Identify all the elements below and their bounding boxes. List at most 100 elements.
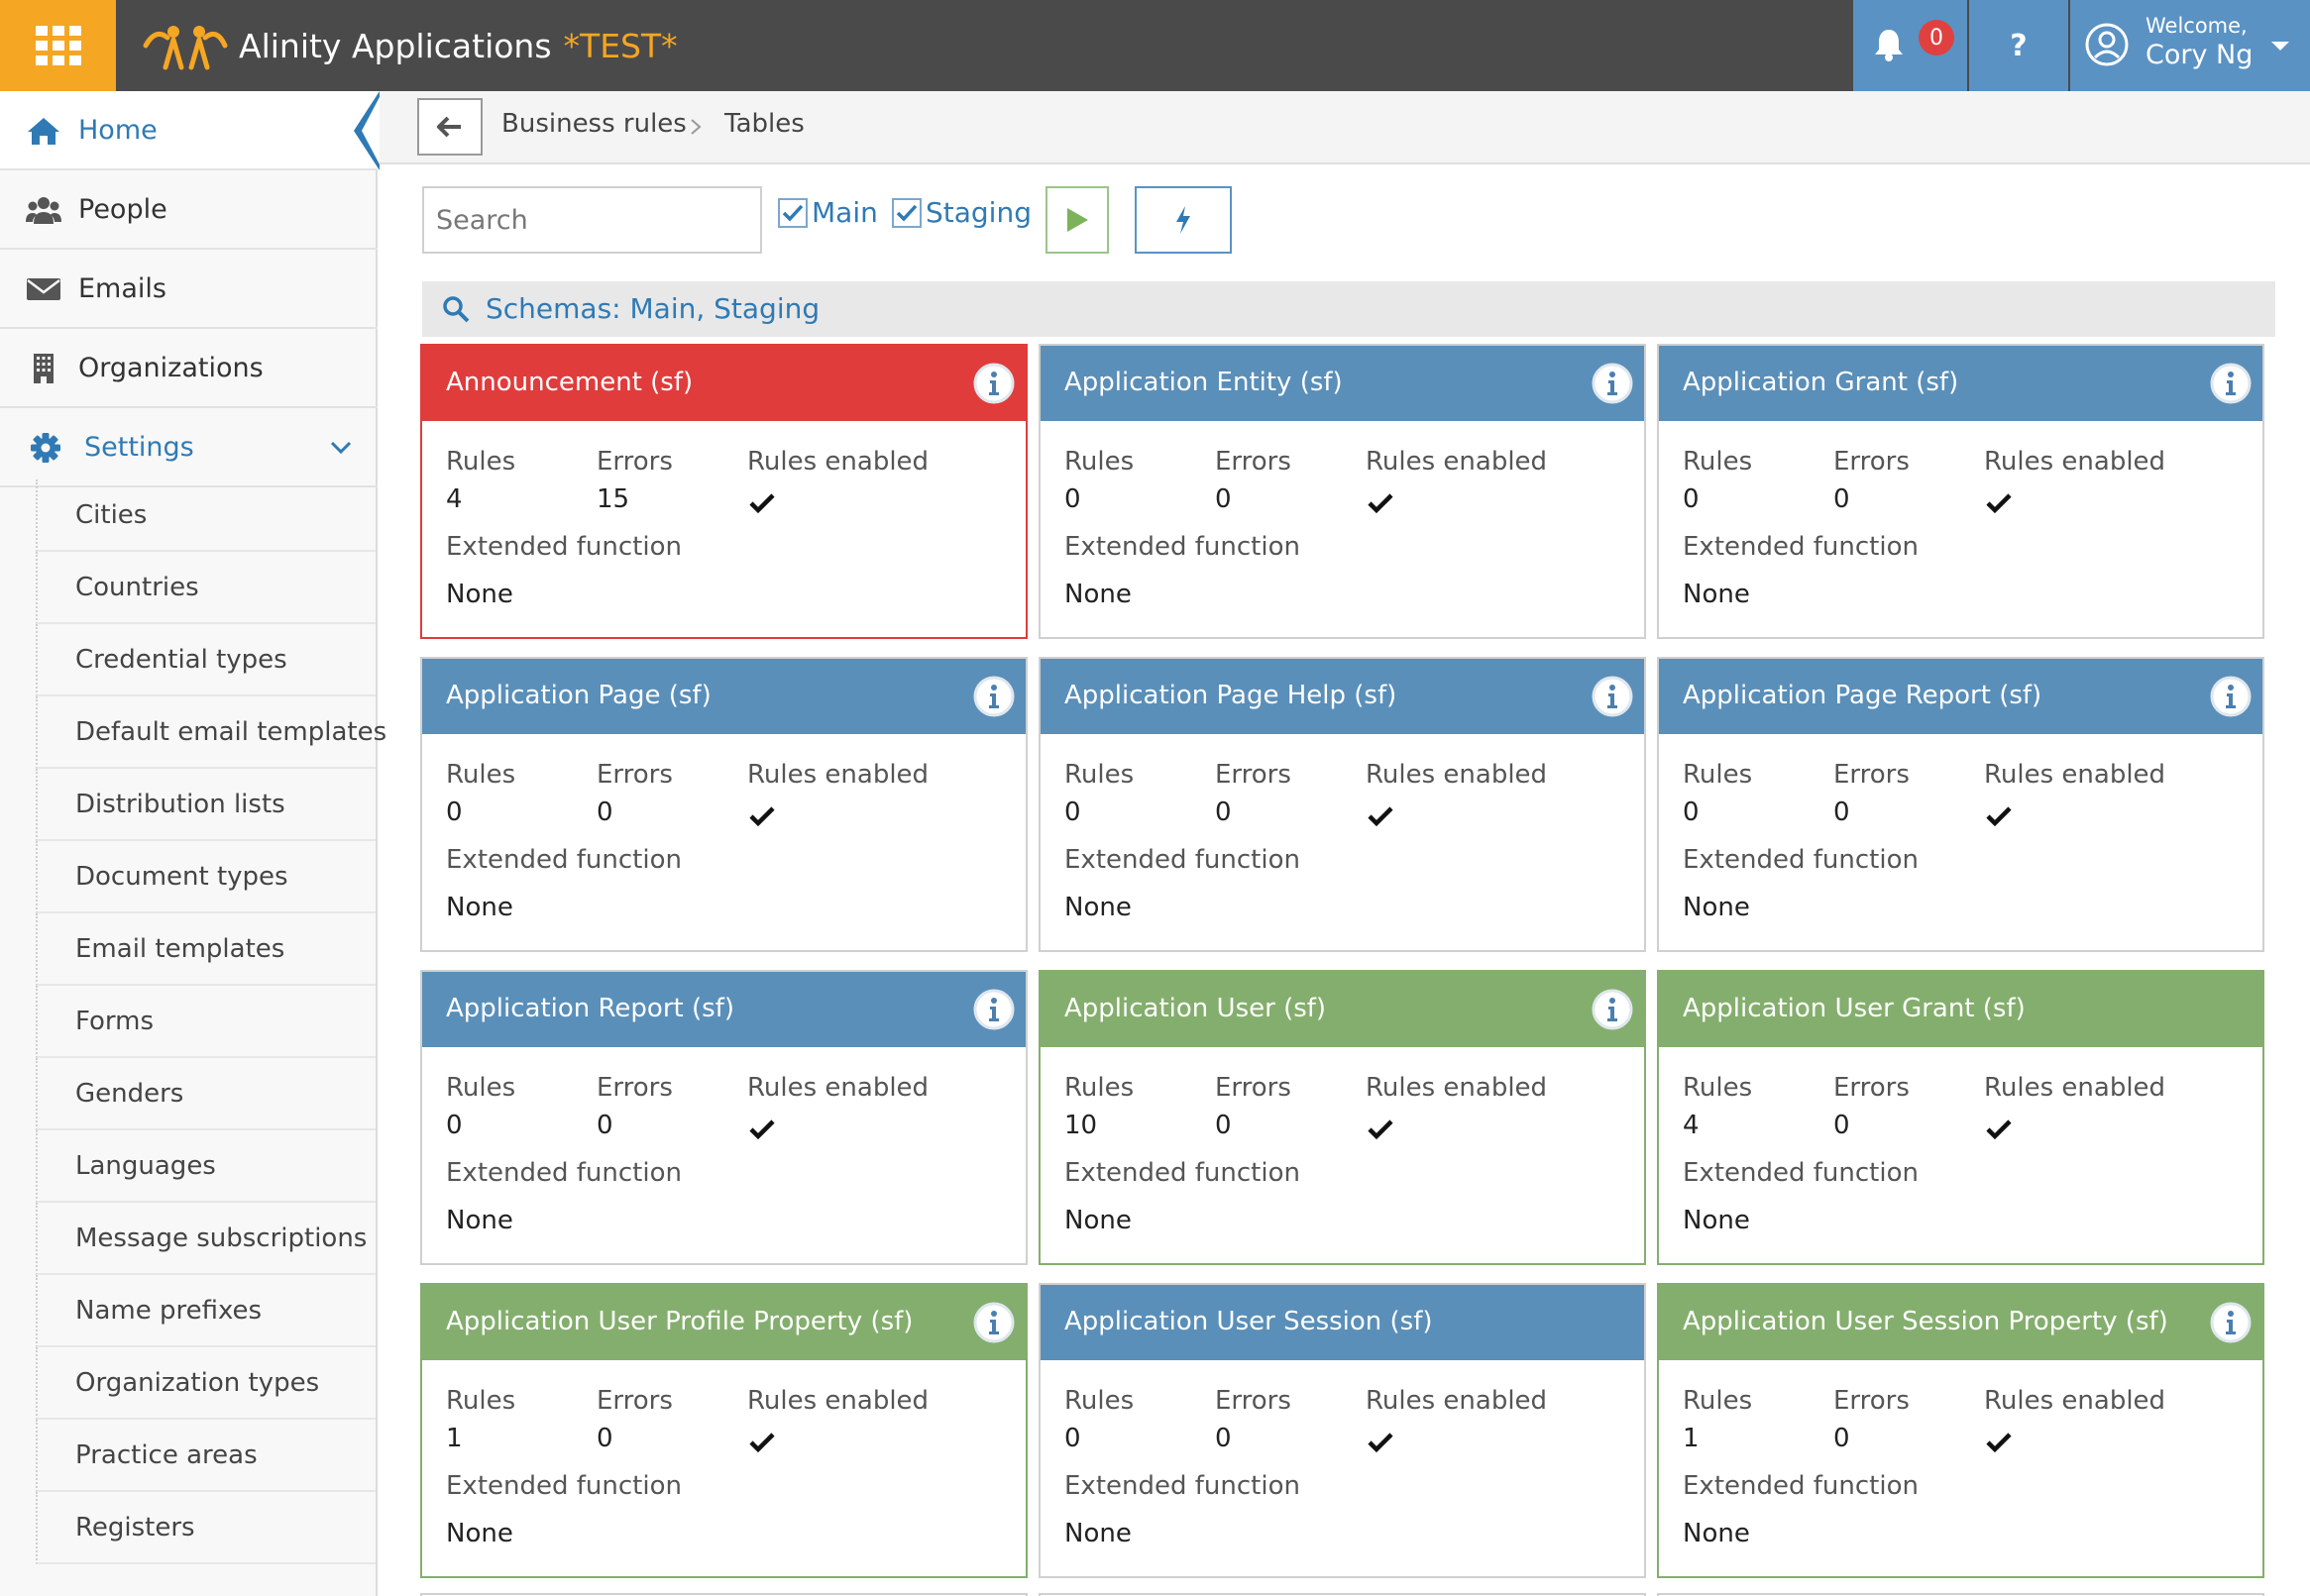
execute-button[interactable] [1135, 186, 1232, 254]
table-card[interactable]: Application Page (sf) Rules Errors Rules en… [420, 657, 1028, 952]
staging-checkbox[interactable] [892, 198, 922, 228]
extended-function-label: Extended function [1064, 532, 1300, 562]
table-card[interactable]: Application Page Help (sf) Rules Errors Rul… [1039, 657, 1646, 952]
settings-item-registers[interactable]: Registers [36, 1492, 376, 1564]
building-icon [34, 354, 54, 383]
table-card[interactable]: Application User Profile Property (sf) Ru… [420, 1283, 1028, 1578]
errors-label: Errors [597, 1386, 673, 1416]
rules-label: Rules [446, 760, 516, 790]
info-icon[interactable] [972, 675, 1016, 718]
errors-label: Errors [1215, 447, 1291, 477]
app-launcher-button[interactable] [0, 0, 116, 91]
settings-item-email-templates[interactable]: Email templates [36, 913, 376, 986]
table-card[interactable]: Application Report (sf) Rules Errors Rules … [420, 970, 1028, 1265]
sidebar: Home People Emails Organizations [0, 91, 386, 1596]
brand[interactable]: Alinity Applications *TEST* [142, 20, 678, 71]
rules-enabled-label: Rules enabled [747, 1073, 930, 1103]
errors-count: 0 [1215, 484, 1232, 514]
info-icon[interactable] [2209, 675, 2253, 718]
sidebar-item-organizations[interactable]: Organizations [0, 329, 378, 408]
rules-label: Rules [1683, 760, 1753, 790]
settings-item-countries[interactable]: Countries [36, 552, 376, 624]
sidebar-item-label: Emails [78, 272, 166, 304]
search-input[interactable] [422, 186, 762, 254]
info-icon[interactable] [2209, 1301, 2253, 1344]
rules-enabled-label: Rules enabled [1984, 1386, 2166, 1416]
table-card[interactable]: Application Grant (sf) Rules Errors Rules e… [1657, 344, 2264, 639]
table-card[interactable]: Application User Session Property (sf) Ru… [1657, 1283, 2264, 1578]
main-checkbox-label[interactable]: Main [812, 196, 878, 229]
help-button[interactable]: ? [1969, 0, 2068, 91]
main-checkbox[interactable] [778, 198, 808, 228]
staging-checkbox-label[interactable]: Staging [926, 196, 1032, 229]
table-card[interactable]: Application User Grant (sf) Rules Errors Ru… [1657, 970, 2264, 1265]
sidebar-item-home[interactable]: Home [0, 91, 380, 170]
errors-count: 0 [1215, 798, 1232, 827]
settings-item-default-email-templates[interactable]: Default email templates [36, 696, 386, 769]
info-icon[interactable] [1591, 675, 1634, 718]
search-icon [443, 296, 470, 323]
table-card[interactable] [1657, 1593, 2264, 1596]
sidebar-item-people[interactable]: People [0, 170, 378, 250]
settings-item-practice-areas[interactable]: Practice areas [36, 1420, 376, 1492]
back-button[interactable] [417, 98, 483, 156]
settings-item-credential-types[interactable]: Credential types [36, 624, 376, 696]
info-icon[interactable] [972, 1301, 1016, 1344]
checkmark-icon [782, 204, 804, 222]
rules-label: Rules [1683, 1386, 1753, 1416]
table-card[interactable]: Announcement (sf) Rules Errors Rules enable… [420, 344, 1028, 639]
extended-function-value: None [1064, 1519, 1132, 1548]
extended-function-value: None [1683, 1206, 1750, 1235]
settings-item-languages[interactable]: Languages [36, 1130, 376, 1203]
checkmark-icon [1986, 1119, 2012, 1140]
sidebar-item-label: Home [78, 114, 158, 146]
table-card[interactable]: Application Page Report (sf) Rules Errors R… [1657, 657, 2264, 952]
lightning-bolt-icon [1176, 206, 1190, 234]
env-tag: *TEST* [563, 26, 678, 65]
extended-function-label: Extended function [1683, 532, 1919, 562]
table-card[interactable]: Application User (sf) Rules Errors Rules en… [1039, 970, 1646, 1265]
settings-item-message-subscriptions[interactable]: Message subscriptions [36, 1203, 376, 1275]
table-card[interactable] [1039, 1593, 1646, 1596]
errors-count: 0 [597, 1424, 613, 1453]
checkmark-icon [1368, 806, 1393, 827]
settings-item-forms[interactable]: Forms [36, 986, 376, 1058]
rules-label: Rules [446, 1386, 516, 1416]
extended-function-value: None [1064, 580, 1132, 609]
card-header: Application Page (sf) [422, 659, 1026, 734]
sidebar-item-emails[interactable]: Emails [0, 250, 378, 329]
notifications-button[interactable]: 0 [1853, 0, 1967, 91]
settings-item-cities[interactable]: Cities [36, 479, 376, 552]
settings-item-distribution-lists[interactable]: Distribution lists [36, 769, 376, 841]
card-title: Application User Grant (sf) [1683, 994, 2026, 1023]
table-card[interactable] [420, 1593, 1028, 1596]
user-menu[interactable]: Welcome, Cory Ng [2070, 0, 2310, 91]
filter-text: Schemas: Main, Staging [486, 292, 821, 325]
checkmark-icon [1986, 1433, 2012, 1453]
checkmark-icon [749, 493, 775, 514]
info-icon[interactable] [972, 362, 1016, 405]
extended-function-label: Extended function [1064, 1471, 1300, 1501]
settings-item-genders[interactable]: Genders [36, 1058, 376, 1130]
errors-label: Errors [1833, 447, 1910, 477]
table-card[interactable]: Application User Session (sf) Rules Errors… [1039, 1283, 1646, 1578]
sidebar-item-settings[interactable]: Settings [0, 408, 378, 487]
errors-count: 0 [1833, 1111, 1850, 1140]
breadcrumb-business-rules[interactable]: Business rules [501, 109, 687, 139]
table-card[interactable]: Application Entity (sf) Rules Errors Rules … [1039, 344, 1646, 639]
info-icon[interactable] [1591, 988, 1634, 1031]
sidebar-item-label: Settings [84, 431, 194, 463]
filter-summary[interactable]: Schemas: Main, Staging [422, 281, 2275, 337]
extended-function-label: Extended function [1064, 1158, 1300, 1188]
settings-item-name-prefixes[interactable]: Name prefixes [36, 1275, 376, 1347]
run-button[interactable] [1045, 186, 1109, 254]
settings-item-document-types[interactable]: Document types [36, 841, 376, 913]
rules-count: 0 [1683, 484, 1700, 514]
extended-function-value: None [1683, 580, 1750, 609]
settings-item-organization-types[interactable]: Organization types [36, 1347, 376, 1420]
info-icon[interactable] [972, 988, 1016, 1031]
info-icon[interactable] [1591, 362, 1634, 405]
help-label: ? [2010, 28, 2028, 63]
extended-function-value: None [446, 1206, 513, 1235]
info-icon[interactable] [2209, 362, 2253, 405]
